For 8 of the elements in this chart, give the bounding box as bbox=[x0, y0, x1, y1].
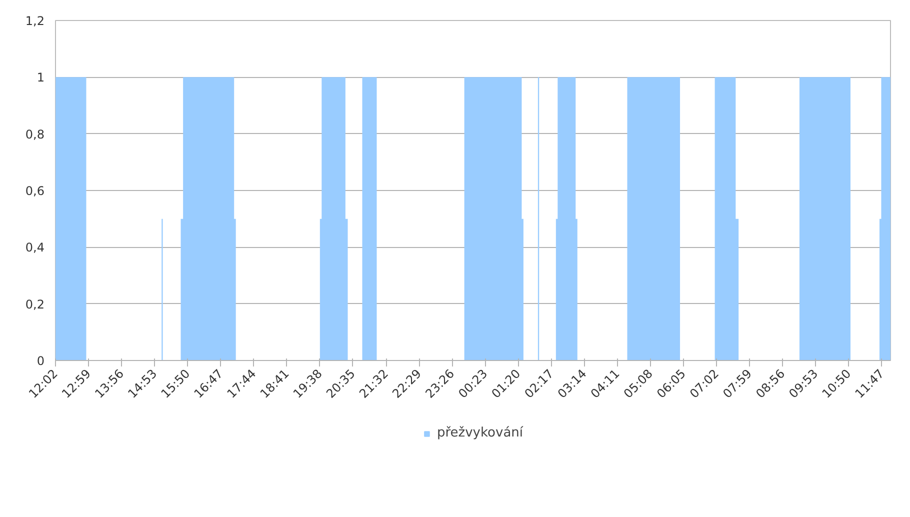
y-tick-label: 0,8 bbox=[25, 127, 45, 142]
y-tick-label: 0,6 bbox=[25, 184, 45, 198]
legend-label: přežvykování bbox=[436, 426, 524, 440]
y-tick-label: 1,2 bbox=[25, 14, 45, 28]
y-tick-label: 1 bbox=[36, 70, 45, 85]
y-tick-label: 0 bbox=[36, 354, 45, 368]
y-tick-label: 0,4 bbox=[25, 240, 45, 255]
y-tick-label: 0,2 bbox=[25, 297, 45, 312]
